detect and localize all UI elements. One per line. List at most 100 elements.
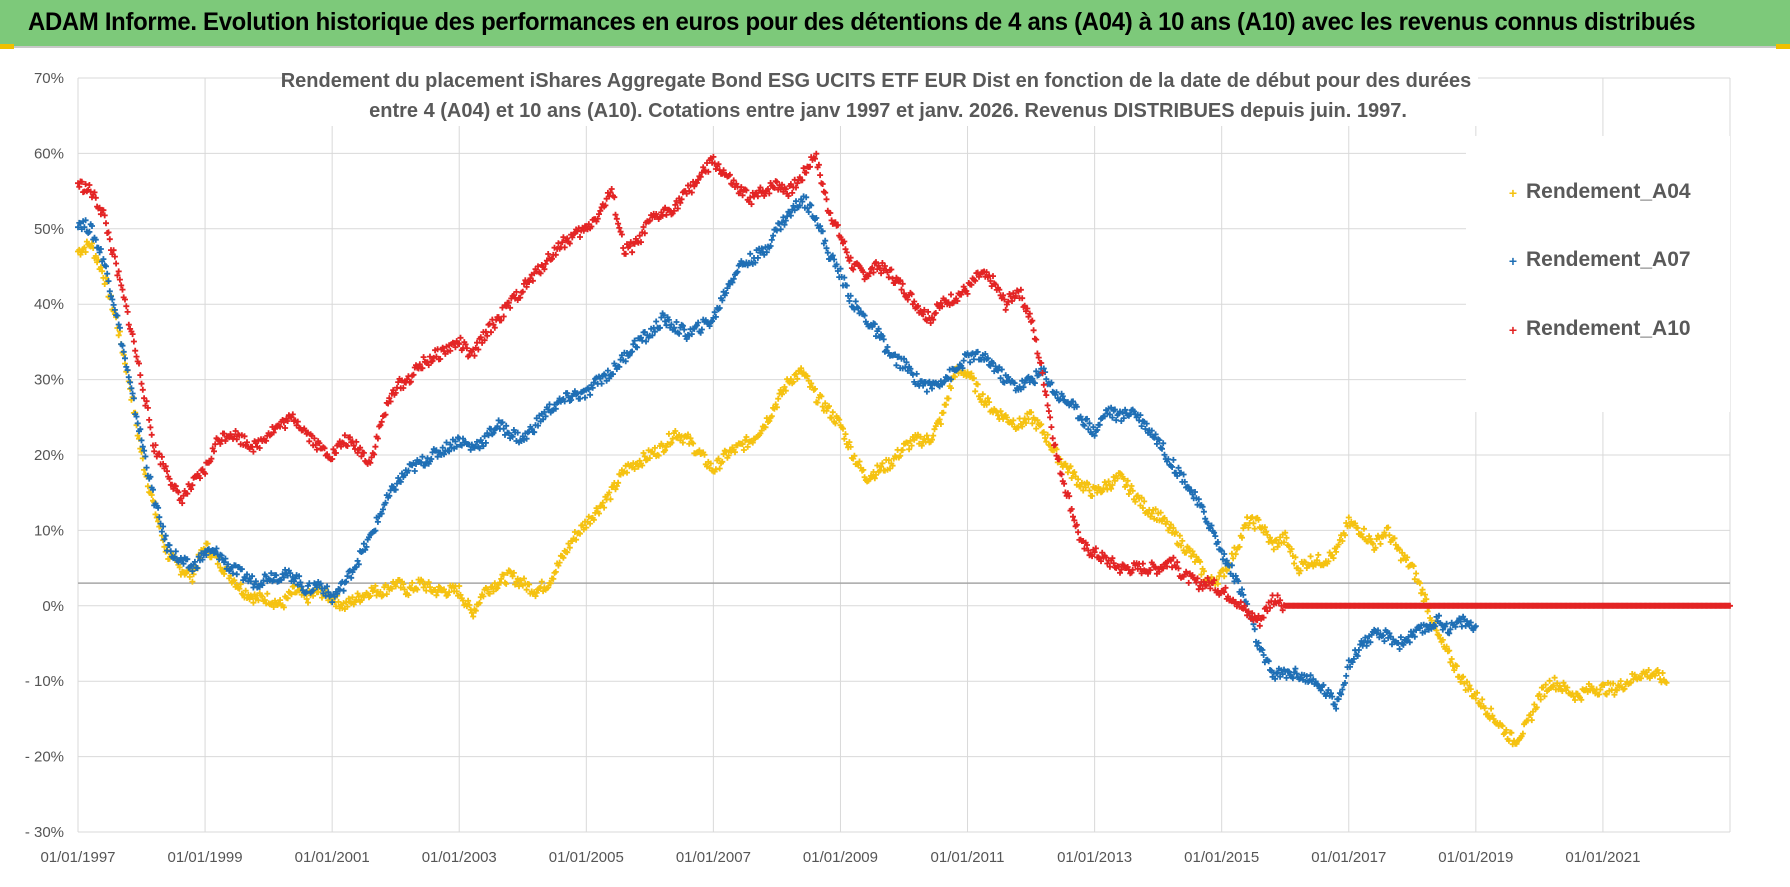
data-point xyxy=(594,215,601,222)
data-point xyxy=(143,464,150,471)
data-point xyxy=(847,443,854,450)
data-point xyxy=(1416,580,1423,587)
data-point xyxy=(1422,591,1428,598)
data-point xyxy=(773,178,780,185)
data-point xyxy=(715,455,722,462)
x-tick-label: 01/01/2021 xyxy=(1565,849,1640,866)
data-point xyxy=(840,425,846,432)
data-point xyxy=(400,581,407,588)
data-point xyxy=(1218,547,1225,554)
data-point xyxy=(1183,549,1190,556)
data-point xyxy=(456,341,463,347)
data-point xyxy=(400,385,407,391)
data-point xyxy=(133,413,140,420)
data-point xyxy=(837,265,844,272)
data-point xyxy=(208,455,215,462)
data-point xyxy=(1011,380,1018,387)
data-point xyxy=(494,585,501,592)
data-point xyxy=(360,540,367,547)
data-point xyxy=(462,341,469,348)
data-point xyxy=(646,455,653,462)
data-point xyxy=(1082,484,1089,491)
data-point xyxy=(92,236,99,243)
data-point xyxy=(186,573,193,580)
data-point xyxy=(1019,423,1026,430)
x-tick-label: 01/01/2019 xyxy=(1438,849,1513,866)
data-point xyxy=(184,556,191,563)
data-point xyxy=(510,569,517,576)
data-point xyxy=(875,325,882,332)
y-tick-label: 10% xyxy=(34,522,64,539)
data-point xyxy=(668,439,675,446)
data-point xyxy=(280,419,287,426)
data-point xyxy=(678,196,685,203)
data-point xyxy=(1073,403,1080,410)
data-point xyxy=(847,254,854,261)
data-point xyxy=(1039,369,1046,376)
data-point xyxy=(876,265,883,272)
data-point xyxy=(489,583,496,590)
data-point xyxy=(813,150,820,157)
data-point xyxy=(1089,553,1096,560)
data-point xyxy=(1263,528,1270,535)
y-tick-label: 50% xyxy=(34,221,64,238)
data-point xyxy=(917,433,924,440)
data-point xyxy=(1160,440,1167,447)
data-point xyxy=(1372,544,1379,551)
data-point xyxy=(1167,521,1174,528)
data-point xyxy=(1194,575,1201,582)
data-point xyxy=(1236,543,1243,550)
data-point xyxy=(1170,525,1177,531)
data-point xyxy=(1396,546,1403,553)
data-point xyxy=(1204,575,1211,581)
data-point xyxy=(932,310,939,316)
data-point xyxy=(244,571,250,578)
data-point xyxy=(1513,740,1520,747)
data-point xyxy=(1312,561,1319,568)
data-point xyxy=(1200,508,1207,515)
data-point xyxy=(284,418,291,424)
data-point xyxy=(1601,682,1608,688)
data-point xyxy=(1572,697,1578,703)
data-point xyxy=(427,584,433,591)
data-point xyxy=(1297,567,1304,574)
data-point xyxy=(1274,669,1281,676)
data-point xyxy=(156,514,163,521)
data-point xyxy=(1092,545,1099,552)
data-point xyxy=(218,552,225,559)
x-tick-label: 01/01/2003 xyxy=(422,849,497,866)
data-point xyxy=(1345,514,1352,521)
data-point xyxy=(545,584,552,591)
data-point xyxy=(660,312,667,319)
data-point xyxy=(1256,622,1263,629)
data-point xyxy=(941,378,948,385)
data-point xyxy=(1307,553,1314,560)
data-point xyxy=(1564,684,1571,691)
data-point xyxy=(1645,667,1652,673)
data-point xyxy=(1556,682,1563,689)
data-point xyxy=(920,382,927,389)
data-point xyxy=(523,435,530,442)
data-point xyxy=(1528,717,1535,724)
data-point xyxy=(496,579,503,586)
data-point xyxy=(1199,503,1206,510)
y-tick-label: 30% xyxy=(34,372,64,389)
data-point xyxy=(893,362,900,369)
data-point xyxy=(414,586,421,593)
data-point xyxy=(879,460,886,467)
data-point xyxy=(819,403,826,410)
data-point xyxy=(747,250,754,257)
data-point xyxy=(1339,686,1346,693)
data-point xyxy=(287,570,294,577)
data-point xyxy=(194,565,201,571)
data-point xyxy=(1164,518,1170,525)
data-point xyxy=(1419,586,1426,593)
data-point xyxy=(545,251,552,257)
data-point xyxy=(710,153,717,160)
data-point xyxy=(808,202,815,209)
data-point xyxy=(377,422,384,429)
data-point xyxy=(158,453,165,460)
data-point xyxy=(832,420,839,427)
data-point xyxy=(631,466,638,472)
data-point xyxy=(817,223,824,230)
